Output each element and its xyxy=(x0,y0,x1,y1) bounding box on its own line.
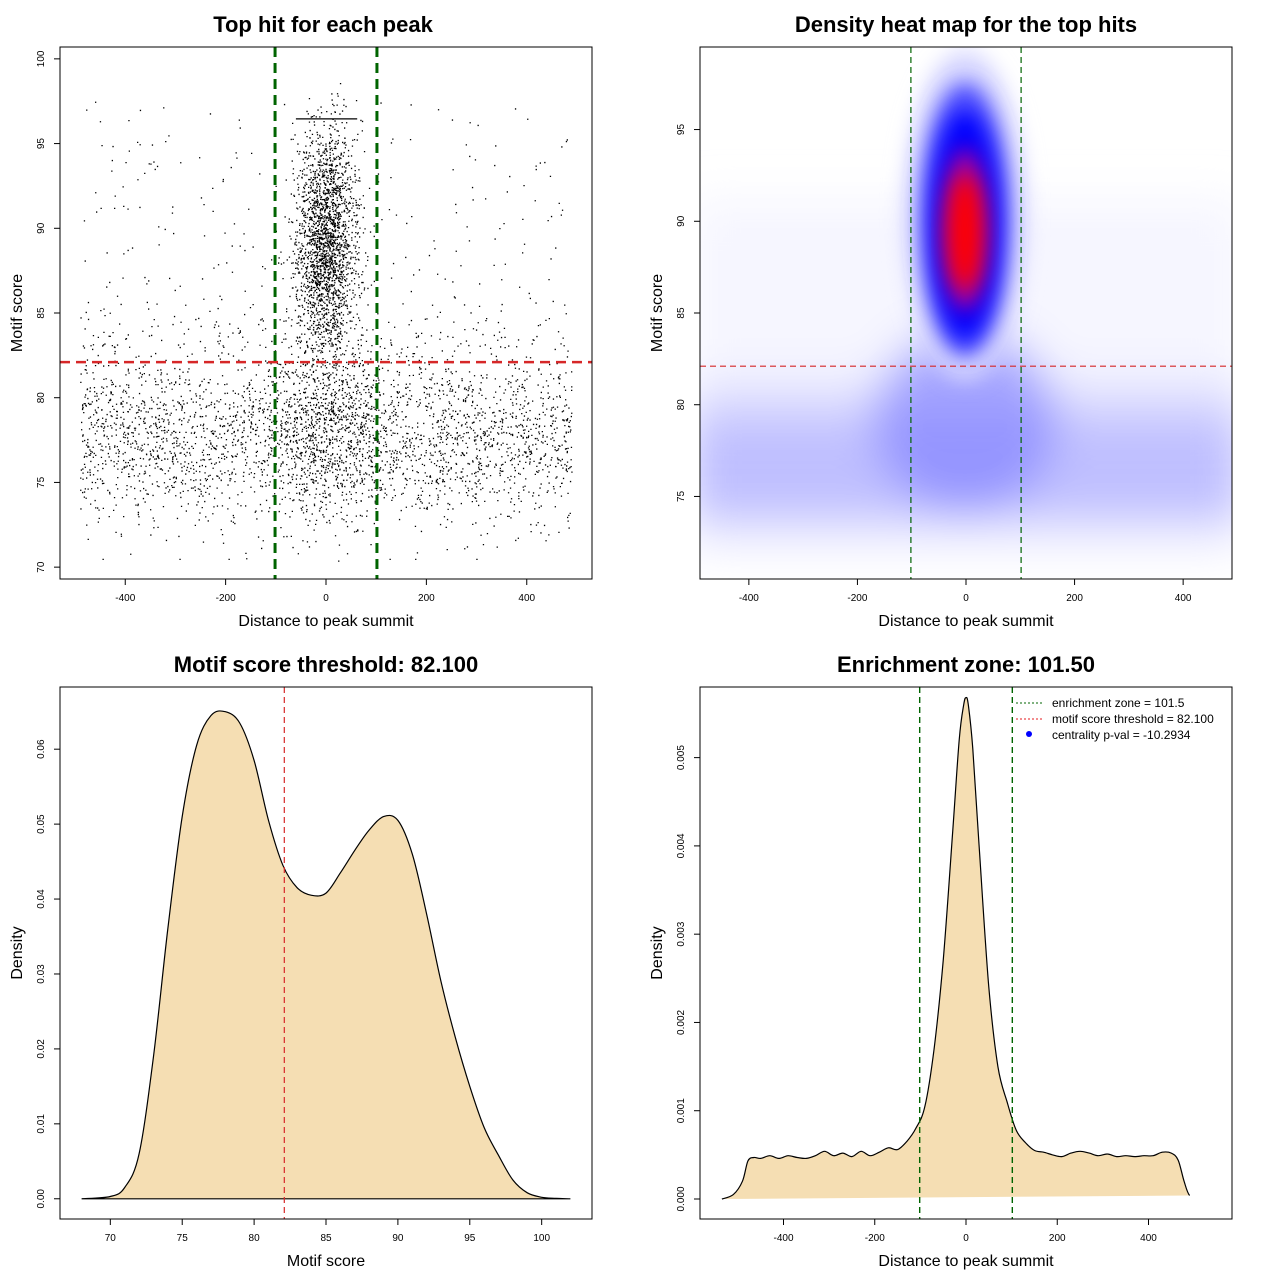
x-tick-label: -200 xyxy=(865,1233,885,1244)
heatmap-y-axis: 75 80 85 90 95 xyxy=(676,124,701,502)
score-density-y-axis: 0.00 0.01 0.02 0.03 0.04 0.05 0.06 xyxy=(36,739,61,1209)
x-tick-label: 0 xyxy=(323,593,329,604)
y-tick-label: 0.000 xyxy=(676,1186,687,1211)
y-tick-label: 85 xyxy=(36,307,47,319)
x-tick-label: 90 xyxy=(392,1233,404,1244)
heatmap-title: Density heat map for the top hits xyxy=(795,12,1137,37)
scatter-title: Top hit for each peak xyxy=(213,12,433,37)
y-tick-label: 95 xyxy=(676,124,687,136)
x-tick-label: 75 xyxy=(177,1233,189,1244)
panel-score-density: Motif score threshold: 82.100 70 75 80 85 90… xyxy=(9,652,593,1270)
y-tick-label: 0.005 xyxy=(676,745,687,770)
y-tick-label: 80 xyxy=(676,399,687,411)
score-density-x-label: Motif score xyxy=(287,1253,365,1270)
panel-heatmap: Density heat map for the top hits -400 -2… xyxy=(649,12,1233,630)
legend-pval-label: centrality p-val = -10.2934 xyxy=(1052,728,1191,742)
y-tick-label: 0.01 xyxy=(36,1114,47,1134)
x-tick-label: -200 xyxy=(847,593,867,604)
y-tick-label: 90 xyxy=(36,222,47,234)
score-density-x-axis: 70 75 80 85 90 95 100 xyxy=(105,1218,550,1244)
scatter-y-label: Motif score xyxy=(9,274,26,352)
distance-zone-lines xyxy=(918,687,1014,1219)
distance-density-y-axis: 0.000 0.001 0.002 0.003 0.004 0.005 xyxy=(676,745,701,1212)
y-tick-label: 0.004 xyxy=(676,833,687,858)
x-tick-label: 0 xyxy=(963,1233,969,1244)
heatmap-density xyxy=(700,47,1232,579)
y-tick-label: 0.06 xyxy=(36,739,47,759)
distance-density-y-label: Density xyxy=(649,926,666,979)
x-tick-label: 100 xyxy=(533,1233,550,1244)
heatmap-x-label: Distance to peak summit xyxy=(878,613,1054,630)
y-tick-label: 0.001 xyxy=(676,1098,687,1123)
x-tick-label: 400 xyxy=(518,593,535,604)
x-tick-label: 80 xyxy=(249,1233,261,1244)
y-tick-label: 85 xyxy=(676,307,687,319)
y-tick-label: 0.05 xyxy=(36,814,47,834)
y-tick-label: 0.03 xyxy=(36,964,47,984)
scatter-points xyxy=(80,83,573,562)
y-tick-label: 95 xyxy=(36,138,47,150)
panel-scatter: Top hit for each peak -400 -200 0 200 400 70… xyxy=(9,12,593,630)
heatmap-x-axis: -400 -200 0 200 400 xyxy=(739,578,1192,604)
score-density-curve xyxy=(81,710,571,1200)
scatter-x-axis: -400 -200 0 200 400 xyxy=(115,578,536,604)
score-density-plot xyxy=(81,710,571,1200)
x-tick-label: 200 xyxy=(418,593,435,604)
scatter-reference-lines xyxy=(60,47,592,579)
score-density-y-label: Density xyxy=(9,926,26,979)
x-tick-label: 200 xyxy=(1049,1233,1066,1244)
x-tick-label: 400 xyxy=(1175,593,1192,604)
heatmap-core xyxy=(903,50,1027,380)
x-tick-label: 95 xyxy=(464,1233,476,1244)
legend-zone-label: enrichment zone = 101.5 xyxy=(1052,696,1185,710)
x-tick-label: 70 xyxy=(105,1233,117,1244)
legend-pval-swatch xyxy=(1026,731,1032,737)
distance-density-x-label: Distance to peak summit xyxy=(878,1253,1054,1270)
x-tick-label: 0 xyxy=(963,593,969,604)
x-tick-label: -400 xyxy=(115,593,135,604)
heatmap-reference-lines xyxy=(700,47,1232,579)
distance-density-x-axis: -400 -200 0 200 400 xyxy=(773,1218,1157,1244)
scatter-x-label: Distance to peak summit xyxy=(238,613,414,630)
distance-density-plot xyxy=(721,696,1191,1200)
score-density-title: Motif score threshold: 82.100 xyxy=(174,652,478,677)
x-tick-label: -400 xyxy=(773,1233,793,1244)
y-tick-label: 0.02 xyxy=(36,1039,47,1059)
x-tick-label: 400 xyxy=(1140,1233,1157,1244)
y-tick-label: 0.003 xyxy=(676,921,687,946)
distance-density-curve xyxy=(721,696,1191,1200)
panel-distance-density: Enrichment zone: 101.50 -400 -200 0 200 400 … xyxy=(649,652,1233,1270)
scatter-point-cloud xyxy=(80,83,573,562)
y-tick-label: 75 xyxy=(676,490,687,502)
y-tick-label: 0.04 xyxy=(36,889,47,909)
y-tick-label: 80 xyxy=(36,392,47,404)
legend-threshold-label: motif score threshold = 82.100 xyxy=(1052,712,1214,726)
legend: enrichment zone = 101.5 motif score thre… xyxy=(1016,696,1214,742)
distance-density-title: Enrichment zone: 101.50 xyxy=(837,652,1095,677)
scatter-y-axis: 70 75 80 85 90 95 100 xyxy=(36,50,61,573)
y-tick-label: 0.002 xyxy=(676,1009,687,1034)
y-tick-label: 0.00 xyxy=(36,1189,47,1209)
x-tick-label: -400 xyxy=(739,593,759,604)
x-tick-label: 85 xyxy=(320,1233,332,1244)
y-tick-label: 90 xyxy=(676,215,687,227)
x-tick-label: -200 xyxy=(216,593,236,604)
heatmap-y-label: Motif score xyxy=(649,274,666,352)
y-tick-label: 75 xyxy=(36,476,47,488)
x-tick-label: 200 xyxy=(1066,593,1083,604)
y-tick-label: 70 xyxy=(36,561,47,573)
y-tick-label: 100 xyxy=(36,50,47,67)
